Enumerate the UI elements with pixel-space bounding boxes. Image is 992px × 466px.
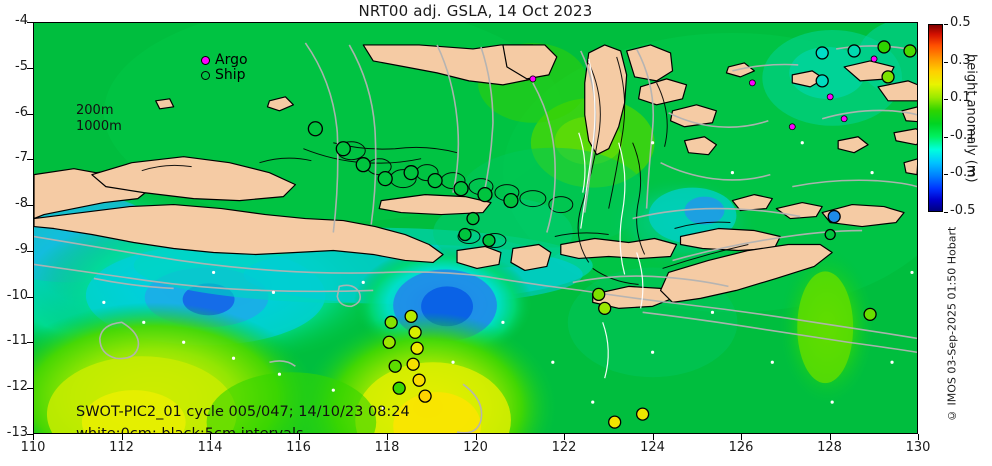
depth-label-200m: 200m (76, 103, 114, 118)
y-tick (27, 342, 33, 344)
colorbar-tick-label: 0.3 (950, 52, 971, 68)
y-tick (27, 388, 33, 390)
legend-item-argo: Argo (201, 53, 248, 68)
x-tick (652, 434, 654, 440)
annotation-line-2: white:0cm; black:5cm intervals (76, 426, 304, 434)
x-tick (33, 434, 34, 440)
y-tick-label: -13 (6, 425, 28, 440)
x-tick (564, 434, 565, 440)
y-tick-label: -9 (15, 241, 28, 257)
x-tick-label: 124 (640, 440, 665, 455)
figure-title: NRT00 adj. GSLA, 14 Oct 2023 (358, 2, 593, 20)
colorbar-tick (944, 136, 948, 138)
x-tick (298, 434, 300, 440)
colorbar-tick-label: -0.3 (950, 165, 976, 181)
legend-label-argo: Argo (215, 52, 248, 68)
y-tick-label: -5 (15, 58, 28, 74)
colorbar-tick (944, 24, 948, 25)
x-tick (387, 434, 388, 440)
colorbar-tick-label: -0.1 (950, 127, 976, 143)
map-plot-area[interactable]: Argo Ship 200m 1000m SWOT-PIC2_01 cycle … (33, 22, 918, 434)
x-tick (741, 434, 742, 440)
ship-marker-icon (201, 71, 210, 80)
legend-item-ship: Ship (201, 68, 248, 83)
x-tick (475, 434, 477, 440)
colorbar-tick (944, 212, 948, 213)
colorbar-tick-label: 0.5 (950, 15, 971, 30)
colorbar-tick (944, 174, 948, 176)
map-legend: Argo Ship (201, 53, 248, 83)
y-tick-label: -6 (15, 104, 28, 120)
depth-label-1000m: 1000m (76, 119, 122, 134)
x-tick-label: 120 (463, 440, 488, 455)
y-tick (27, 250, 33, 252)
y-tick (27, 434, 33, 435)
x-tick-label: 126 (728, 440, 754, 455)
x-tick (210, 434, 211, 440)
depth-contour-labels: 200m 1000m (76, 103, 122, 135)
x-tick-label: 116 (286, 440, 311, 455)
colorbar-tick-label: -0.5 (950, 203, 976, 218)
annotation-line-1: SWOT-PIC2_01 cycle 005/047; 14/10/23 08:… (76, 404, 410, 420)
x-tick-label: 130 (905, 440, 931, 455)
colorbar-tick (944, 99, 948, 101)
y-tick-label: -7 (15, 150, 28, 166)
x-tick-label: 112 (109, 440, 134, 455)
y-tick (27, 205, 33, 207)
x-tick-label: 114 (197, 440, 223, 455)
x-tick-label: 110 (20, 440, 46, 455)
x-tick-label: 122 (551, 440, 577, 455)
x-tick-label: 118 (374, 440, 400, 455)
credit-text: © IMOS 03-Sep-2025 01:50 Hobart (945, 226, 959, 422)
argo-marker-icon (201, 56, 210, 65)
x-tick-label: 128 (817, 440, 842, 455)
x-tick (829, 434, 831, 440)
y-tick-label: -10 (6, 287, 28, 303)
colorbar-title: height anomaly (m) (963, 53, 979, 183)
y-tick-label: -12 (6, 379, 28, 395)
y-tick (27, 296, 33, 298)
sea-level-anomaly-field (34, 23, 917, 433)
colorbar[interactable] (928, 24, 943, 212)
y-tick-label: -4 (15, 13, 28, 28)
y-tick (27, 159, 33, 161)
legend-label-ship: Ship (215, 67, 246, 83)
figure-annotation: SWOT-PIC2_01 cycle 005/047; 14/10/23 08:… (76, 401, 410, 434)
colorbar-tick-label: 0.1 (950, 90, 971, 106)
y-tick (27, 113, 33, 115)
y-tick (27, 67, 33, 69)
y-tick-label: -11 (6, 333, 28, 349)
x-tick (918, 434, 919, 440)
y-tick-label: -8 (15, 196, 28, 212)
colorbar-tick (944, 61, 948, 63)
x-tick (121, 434, 123, 440)
y-tick (27, 22, 33, 23)
